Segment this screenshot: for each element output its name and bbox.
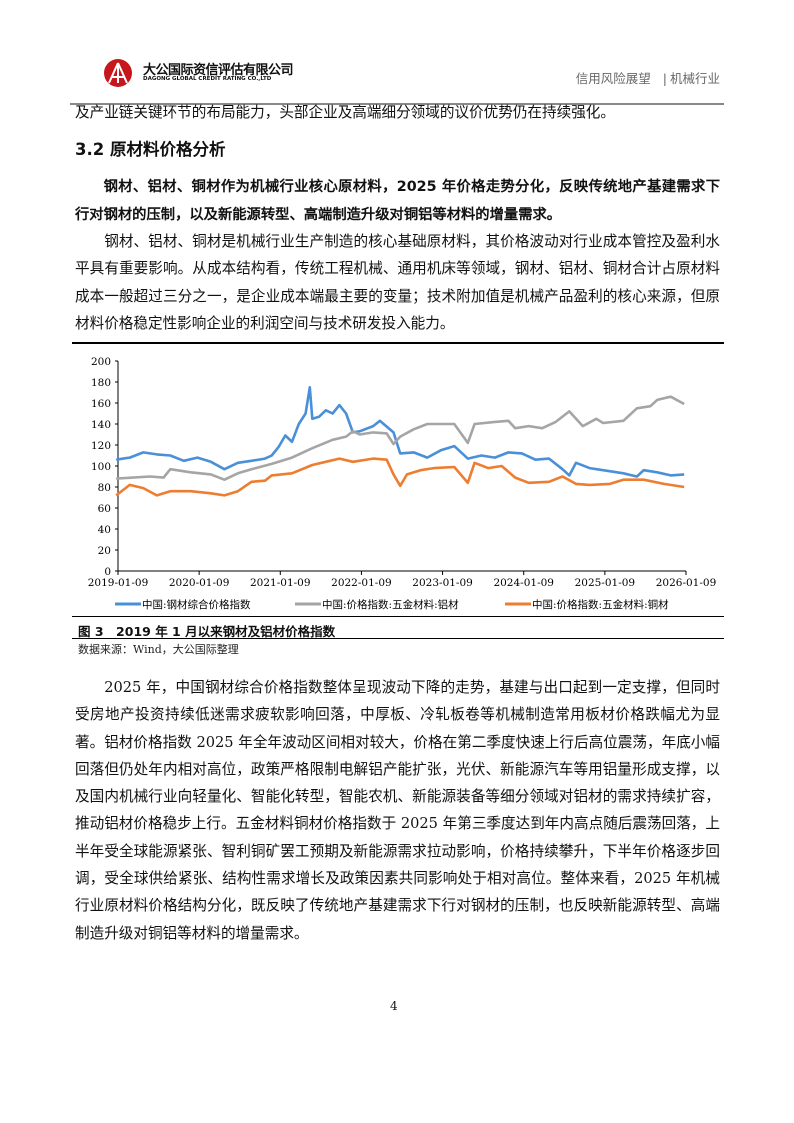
figure-caption-rule xyxy=(72,616,724,617)
x-tick-label: 2020-01-09 xyxy=(169,577,230,589)
company-logo: 大公国际资信评估有限公司 DAGONG GLOBAL CREDIT RATING… xyxy=(103,58,353,88)
section-title: 3.2 原材料价格分析 xyxy=(75,140,226,159)
x-tick-label: 2023-01-09 xyxy=(412,577,473,589)
page-number: 4 xyxy=(390,999,398,1013)
paragraph-2: 2025 年，中国钢材综合价格指数整体呈现波动下降的走势，基建与出口起到一定支撑… xyxy=(75,679,720,942)
legend-label-1: 中国:价格指数:五金材料:铝材 xyxy=(322,598,459,611)
paragraph-1: 钢材、铝材、铜材是机械行业生产制造的核心基础原材料，其价格波动对行业成本管控及盈… xyxy=(75,233,720,332)
x-tick-label: 2019-01-09 xyxy=(88,577,149,589)
report-type: 信用风险展望 xyxy=(575,71,651,86)
y-tick-label: 80 xyxy=(98,482,111,494)
y-tick-label: 40 xyxy=(98,524,111,536)
header-rule xyxy=(70,103,724,105)
y-tick-label: 0 xyxy=(104,566,111,578)
x-tick-label: 2026-01-09 xyxy=(656,577,717,589)
y-tick-label: 100 xyxy=(91,461,111,473)
x-tick-label: 2024-01-09 xyxy=(493,577,554,589)
logo-text-cn: 大公国际资信评估有限公司 xyxy=(143,63,294,78)
figure-bottom-rule xyxy=(72,638,724,639)
figure-caption: 图 3 2019 年 1 月以来钢材及铝材价格指数 xyxy=(78,624,336,639)
y-tick-label: 180 xyxy=(91,377,111,389)
header-label: 信用风险展望 | 机械行业 xyxy=(576,68,720,87)
series-line-0 xyxy=(116,386,685,478)
industry-name: 机械行业 xyxy=(669,71,720,86)
legend-label-2: 中国:价格指数:五金材料:铜材 xyxy=(532,598,669,611)
y-tick-label: 20 xyxy=(98,545,111,557)
logo-text-en: DAGONG GLOBAL CREDIT RATING CO.,LTD xyxy=(143,76,272,82)
y-tick-label: 120 xyxy=(91,440,111,452)
series-line-2 xyxy=(115,457,685,497)
price-index-chart: 0 20 40 60 80 100 120 140 160 180 200 2019-01-09 202… xyxy=(88,356,717,611)
legend-label-0: 中国:钢材综合价格指数 xyxy=(142,598,251,611)
figure-top-rule xyxy=(72,342,724,344)
y-tick-label: 140 xyxy=(91,419,111,431)
x-tick-label: 2021-01-09 xyxy=(250,577,311,589)
series-line-1 xyxy=(116,395,685,481)
lead-paragraph: 钢材、铝材、铜材作为机械行业核心原材料，2025 年价格走势分化，反映传统地产基… xyxy=(75,179,720,223)
y-tick-label: 200 xyxy=(91,356,111,368)
x-tick-label: 2022-01-09 xyxy=(331,577,392,589)
y-tick-label: 160 xyxy=(91,398,111,410)
continuation-text: 及产业链关键环节的布局能力，头部企业及高端细分领域的议价优势仍在持续强化。 xyxy=(75,104,615,121)
header-separator: | xyxy=(662,71,667,86)
figure-source: 数据来源：Wind，大公国际整理 xyxy=(78,643,239,656)
y-tick-label: 60 xyxy=(98,503,111,515)
logo-emblem-icon xyxy=(104,59,132,87)
x-tick-label: 2025-01-09 xyxy=(575,577,636,589)
